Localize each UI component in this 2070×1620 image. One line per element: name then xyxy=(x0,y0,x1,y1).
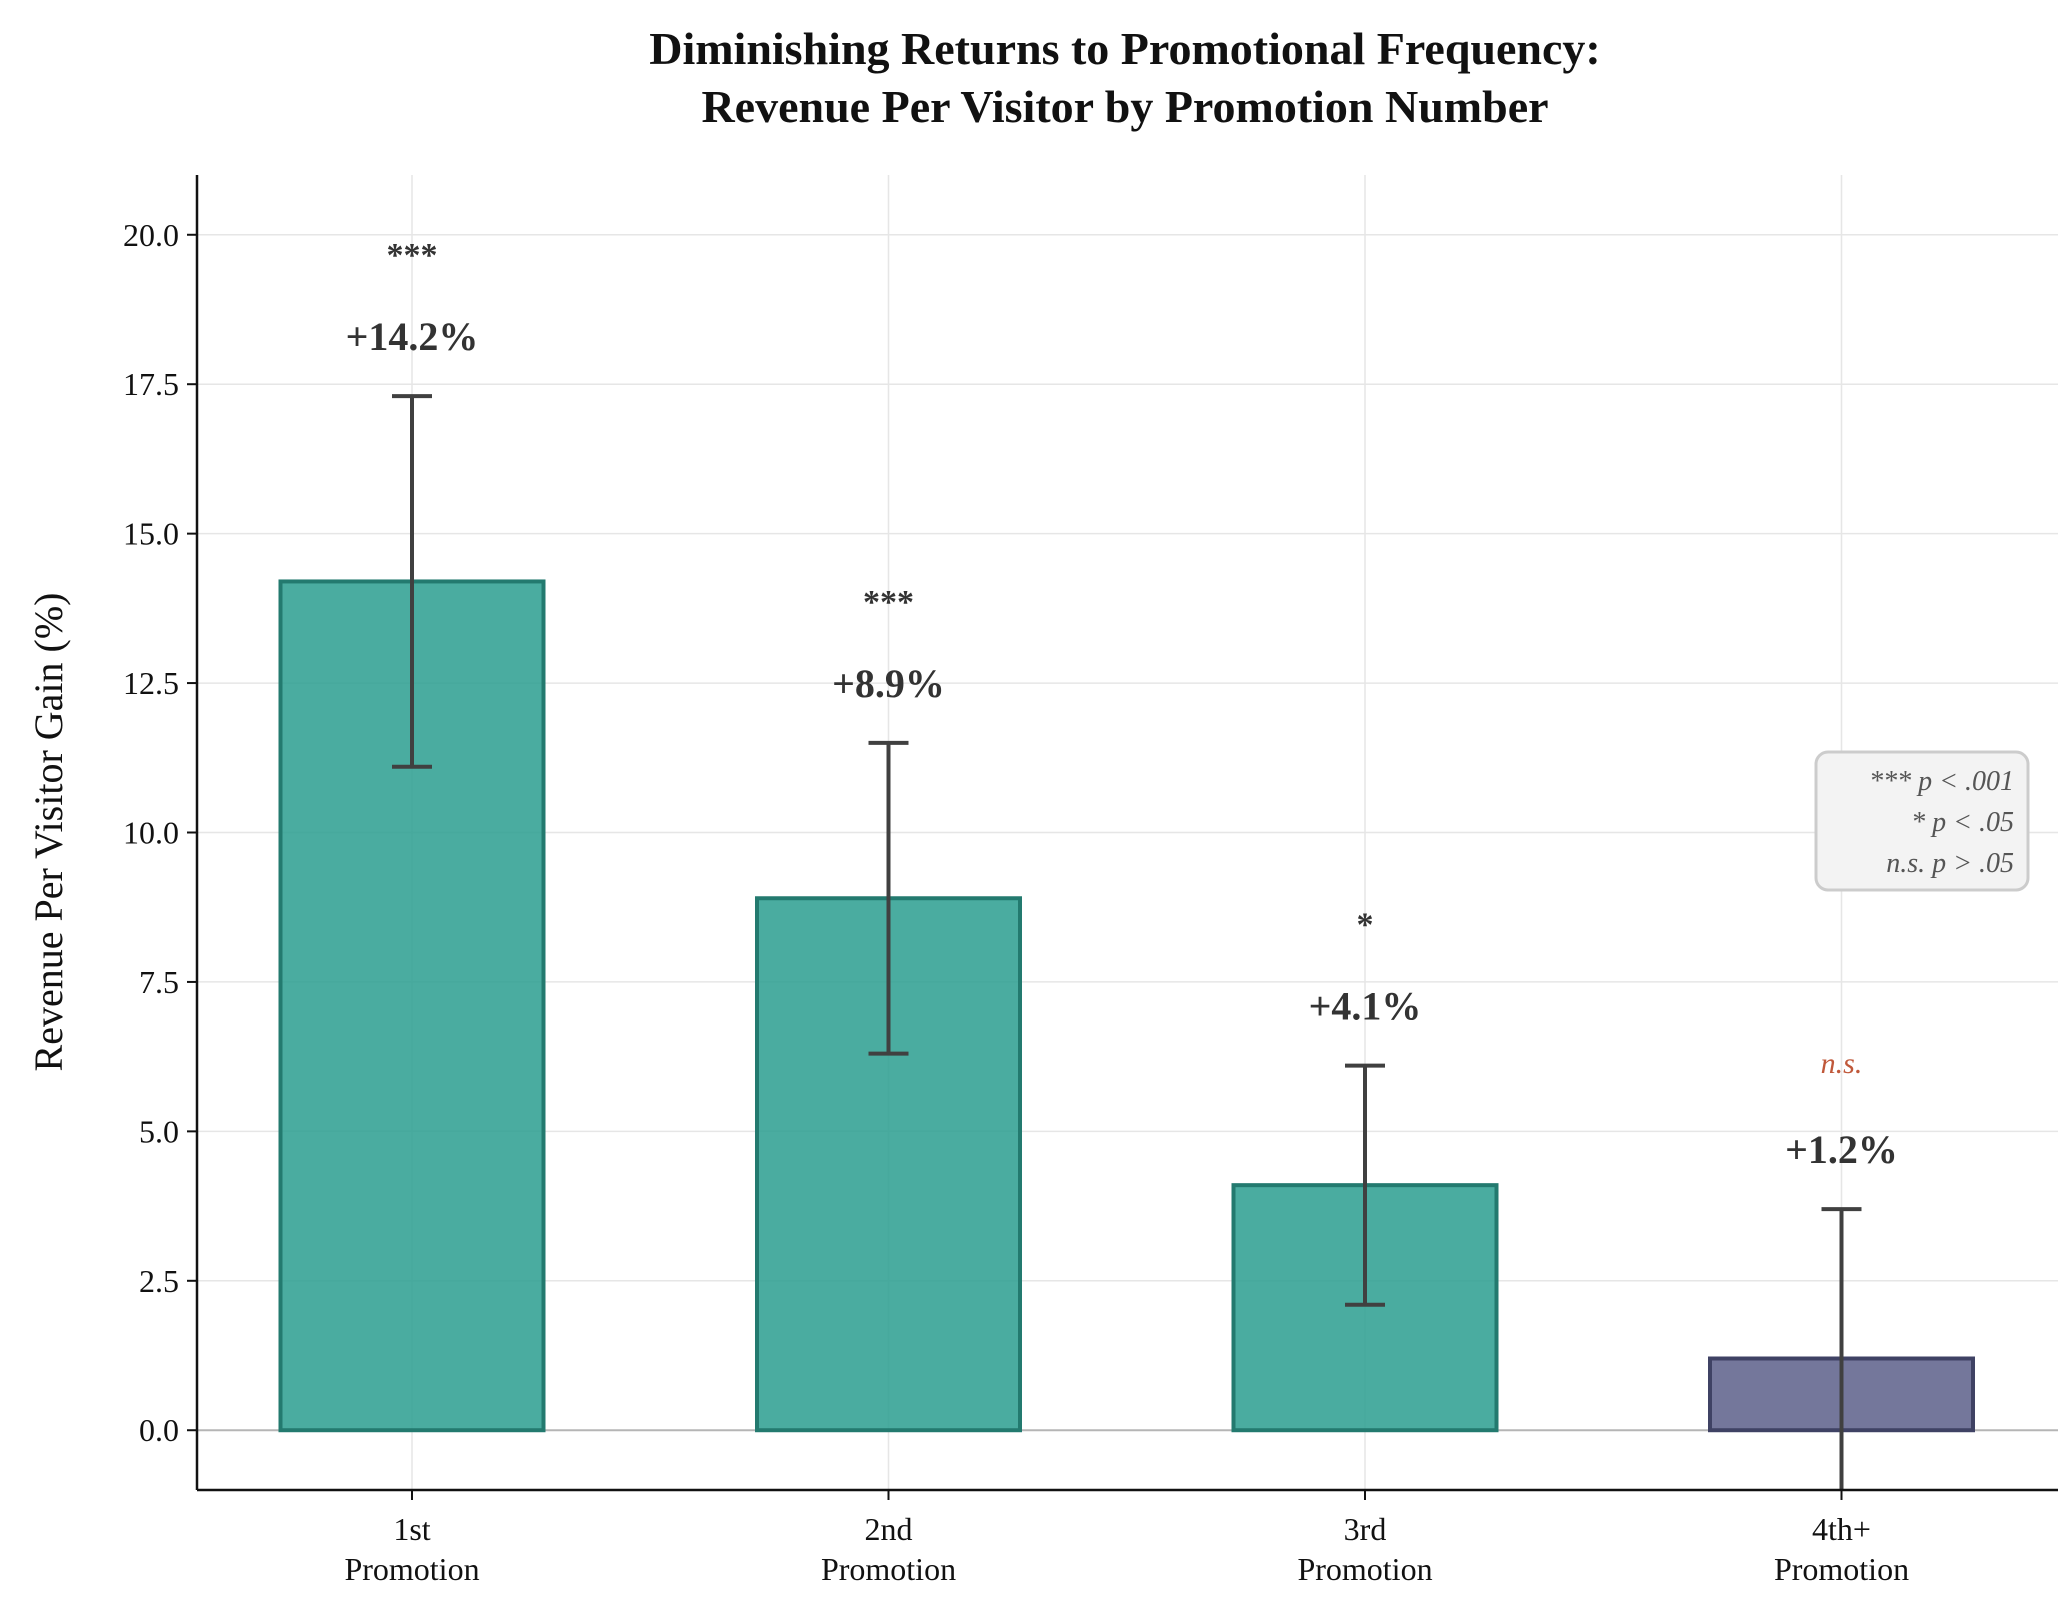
chart-title: Diminishing Returns to Promotional Frequ… xyxy=(649,23,1601,74)
legend-box xyxy=(1814,750,2030,892)
x-tick-label-2: 2nd xyxy=(865,1511,913,1547)
significance-label-3: * xyxy=(1357,907,1374,944)
y-tick-label: 17.5 xyxy=(123,366,179,402)
legend-entry-1: *** p < .001 xyxy=(1869,766,2014,797)
x-tick-label-4: 4th+ xyxy=(1812,1511,1871,1547)
value-label-1: +14.2% xyxy=(346,314,479,359)
legend-entry-2: * p < .05 xyxy=(1911,807,2014,838)
x-tick-label-3: 3rd xyxy=(1344,1511,1387,1547)
y-axis-label: Revenue Per Visitor Gain (%) xyxy=(26,593,71,1072)
value-label-2: +8.9% xyxy=(832,661,945,706)
y-tick-label: 20.0 xyxy=(123,217,179,253)
y-tick-label: 0.0 xyxy=(139,1412,179,1448)
y-tick-label: 10.0 xyxy=(123,815,179,851)
y-tick-label: 7.5 xyxy=(139,964,179,1000)
chart-subtitle: Revenue Per Visitor by Promotion Number xyxy=(701,81,1548,132)
x-tick-label-1: 1st xyxy=(393,1511,430,1547)
x-tick-sublabel-4: Promotion xyxy=(1774,1551,1909,1587)
y-tick-label: 2.5 xyxy=(139,1263,179,1299)
y-tick-label: 5.0 xyxy=(139,1113,179,1149)
significance-label-2: *** xyxy=(863,584,914,621)
axis-layer: 0.0 2.5 5.0 7.5 10.0 12.5 15.0 17.5 20.0 1st Promo… xyxy=(123,175,2058,1587)
label-layer: +14.2% *** +8.9% *** +4.1% * +1.2% n.s. xyxy=(346,237,1898,1172)
significance-legend: *** p < .001 * p < .05 n.s. p > .05 xyxy=(1814,750,2030,892)
value-label-4: +1.2% xyxy=(1785,1127,1898,1172)
significance-label-4: n.s. xyxy=(1821,1047,1863,1080)
error-bar-layer xyxy=(392,394,1862,1490)
x-tick-sublabel-3: Promotion xyxy=(1297,1551,1432,1587)
x-tick-sublabel-1: Promotion xyxy=(344,1551,479,1587)
y-tick-label: 12.5 xyxy=(123,665,179,701)
legend-entry-3: n.s. p > .05 xyxy=(1886,848,2014,879)
value-label-3: +4.1% xyxy=(1309,984,1422,1029)
x-tick-sublabel-2: Promotion xyxy=(821,1551,956,1587)
y-tick-label: 15.0 xyxy=(123,516,179,552)
significance-label-1: *** xyxy=(387,237,438,274)
